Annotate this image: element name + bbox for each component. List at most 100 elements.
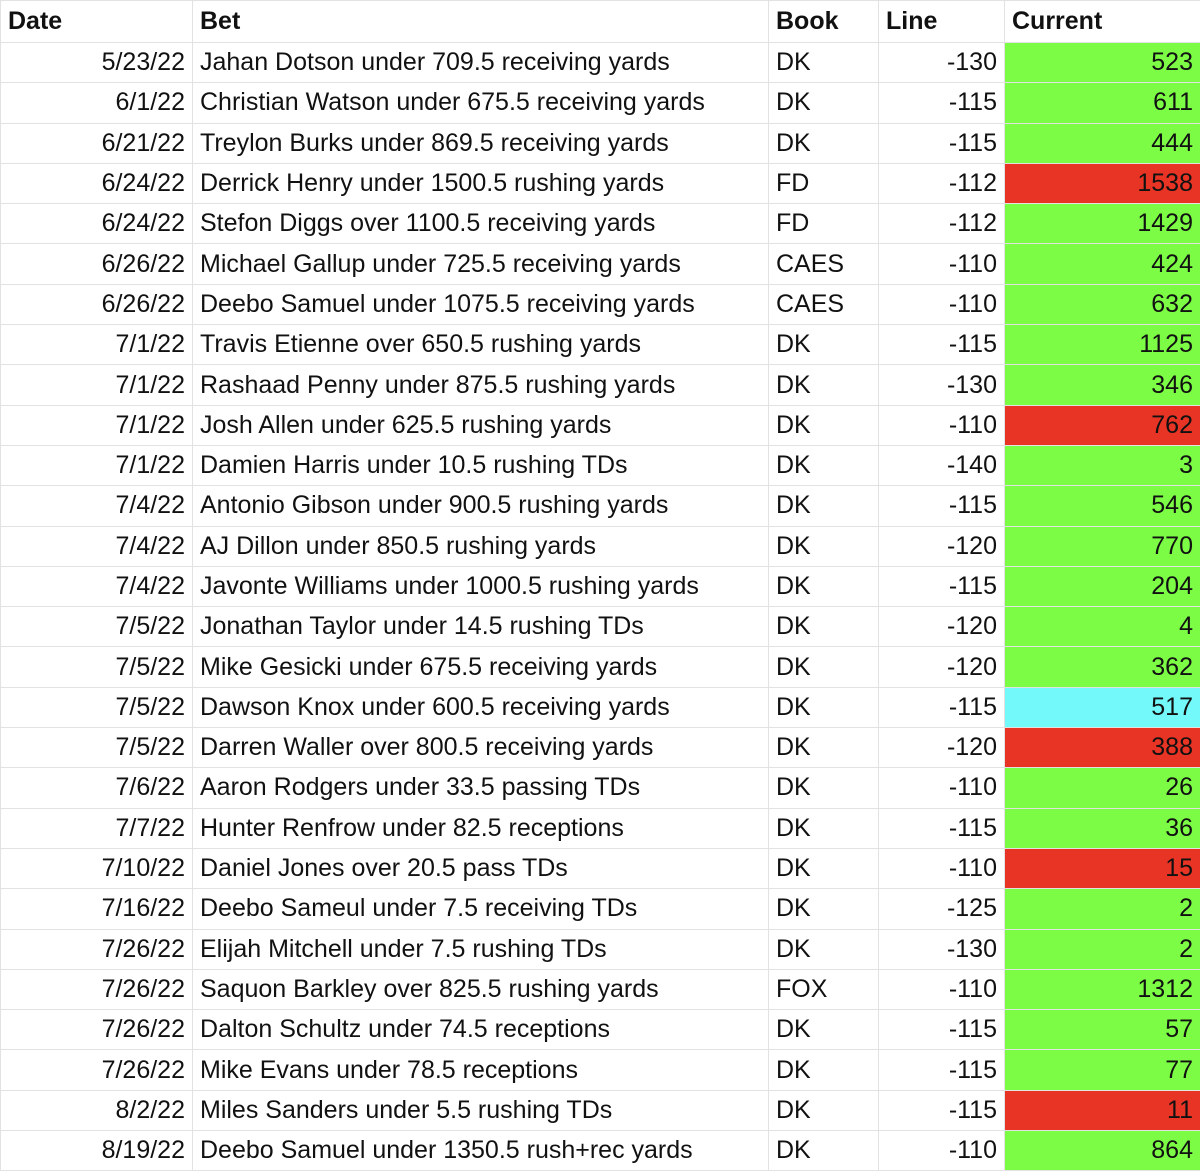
date-cell[interactable]: 7/6/22 [0,767,193,809]
header-date[interactable]: Date [0,0,193,43]
book-cell[interactable]: DK [768,324,879,366]
bet-cell[interactable]: Mike Gesicki under 675.5 receiving yards [192,646,769,688]
current-cell[interactable]: 388 [1004,727,1200,769]
book-cell[interactable]: DK [768,646,879,688]
current-cell[interactable]: 1125 [1004,324,1200,366]
date-cell[interactable]: 7/26/22 [0,1049,193,1091]
current-cell[interactable]: 1538 [1004,162,1200,205]
current-cell[interactable]: 770 [1004,525,1200,567]
bet-cell[interactable]: Michael Gallup under 725.5 receiving yar… [192,243,769,285]
header-book[interactable]: Book [768,0,879,43]
book-cell[interactable]: DK [768,485,879,527]
bet-cell[interactable]: Stefon Diggs over 1100.5 receiving yards [192,203,769,245]
bet-cell[interactable]: Deebo Sameul under 7.5 receiving TDs [192,888,769,930]
bet-cell[interactable]: Christian Watson under 675.5 receiving y… [192,82,769,124]
date-cell[interactable]: 7/1/22 [0,404,193,446]
current-cell[interactable]: 2 [1004,928,1200,970]
current-cell[interactable]: 346 [1004,364,1200,406]
bet-cell[interactable]: Rashaad Penny under 875.5 rushing yards [192,364,769,406]
date-cell[interactable]: 7/1/22 [0,444,193,487]
date-cell[interactable]: 7/5/22 [0,606,193,648]
date-cell[interactable]: 7/10/22 [0,847,193,890]
date-cell[interactable]: 8/19/22 [0,1130,193,1172]
line-cell[interactable]: -115 [878,686,1005,729]
current-cell[interactable]: 11 [1004,1089,1200,1132]
line-cell[interactable]: -120 [878,646,1005,688]
book-cell[interactable]: DK [768,1130,879,1172]
bet-cell[interactable]: Deebo Samuel under 1075.5 receiving yard… [192,283,769,326]
current-cell[interactable]: 444 [1004,122,1200,164]
book-cell[interactable]: DK [768,807,879,849]
current-cell[interactable]: 611 [1004,82,1200,124]
bet-cell[interactable]: Derrick Henry under 1500.5 rushing yards [192,162,769,205]
bet-cell[interactable]: Jahan Dotson under 709.5 receiving yards [192,41,769,84]
line-cell[interactable]: -115 [878,565,1005,608]
line-cell[interactable]: -130 [878,364,1005,406]
book-cell[interactable]: FOX [768,968,879,1011]
bet-cell[interactable]: Antonio Gibson under 900.5 rushing yards [192,485,769,527]
current-cell[interactable]: 546 [1004,485,1200,527]
line-cell[interactable]: -130 [878,928,1005,970]
date-cell[interactable]: 7/16/22 [0,888,193,930]
bet-cell[interactable]: AJ Dillon under 850.5 rushing yards [192,525,769,567]
current-cell[interactable]: 517 [1004,686,1200,729]
line-cell[interactable]: -110 [878,847,1005,890]
line-cell[interactable]: -115 [878,1049,1005,1091]
current-cell[interactable]: 864 [1004,1130,1200,1172]
current-cell[interactable]: 424 [1004,243,1200,285]
line-cell[interactable]: -110 [878,767,1005,809]
bet-cell[interactable]: Elijah Mitchell under 7.5 rushing TDs [192,928,769,970]
header-current[interactable]: Current [1004,0,1200,43]
line-cell[interactable]: -112 [878,162,1005,205]
header-line[interactable]: Line [878,0,1005,43]
current-cell[interactable]: 36 [1004,807,1200,849]
line-cell[interactable]: -125 [878,888,1005,930]
line-cell[interactable]: -120 [878,606,1005,648]
line-cell[interactable]: -115 [878,485,1005,527]
bet-cell[interactable]: Treylon Burks under 869.5 receiving yard… [192,122,769,164]
date-cell[interactable]: 6/1/22 [0,82,193,124]
line-cell[interactable]: -140 [878,444,1005,487]
book-cell[interactable]: DK [768,41,879,84]
current-cell[interactable]: 632 [1004,283,1200,326]
line-cell[interactable]: -120 [878,727,1005,769]
current-cell[interactable]: 1429 [1004,203,1200,245]
line-cell[interactable]: -120 [878,525,1005,567]
bet-cell[interactable]: Daniel Jones over 20.5 pass TDs [192,847,769,890]
book-cell[interactable]: CAES [768,283,879,326]
date-cell[interactable]: 7/26/22 [0,1009,193,1051]
line-cell[interactable]: -110 [878,283,1005,326]
book-cell[interactable]: DK [768,888,879,930]
book-cell[interactable]: DK [768,1049,879,1091]
line-cell[interactable]: -112 [878,203,1005,245]
bet-cell[interactable]: Dawson Knox under 600.5 receiving yards [192,686,769,729]
book-cell[interactable]: DK [768,122,879,164]
current-cell[interactable]: 57 [1004,1009,1200,1051]
current-cell[interactable]: 2 [1004,888,1200,930]
book-cell[interactable]: DK [768,565,879,608]
book-cell[interactable]: DK [768,767,879,809]
line-cell[interactable]: -115 [878,1089,1005,1132]
date-cell[interactable]: 7/4/22 [0,565,193,608]
line-cell[interactable]: -110 [878,404,1005,446]
header-bet[interactable]: Bet [192,0,769,43]
date-cell[interactable]: 6/26/22 [0,243,193,285]
date-cell[interactable]: 7/4/22 [0,525,193,567]
date-cell[interactable]: 7/26/22 [0,968,193,1011]
line-cell[interactable]: -115 [878,324,1005,366]
bet-cell[interactable]: Aaron Rodgers under 33.5 passing TDs [192,767,769,809]
date-cell[interactable]: 7/5/22 [0,646,193,688]
line-cell[interactable]: -110 [878,1130,1005,1172]
book-cell[interactable]: CAES [768,243,879,285]
date-cell[interactable]: 6/26/22 [0,283,193,326]
date-cell[interactable]: 7/7/22 [0,807,193,849]
current-cell[interactable]: 26 [1004,767,1200,809]
bet-cell[interactable]: Hunter Renfrow under 82.5 receptions [192,807,769,849]
bet-cell[interactable]: Saquon Barkley over 825.5 rushing yards [192,968,769,1011]
bet-cell[interactable]: Josh Allen under 625.5 rushing yards [192,404,769,446]
book-cell[interactable]: FD [768,162,879,205]
line-cell[interactable]: -110 [878,968,1005,1011]
book-cell[interactable]: DK [768,847,879,890]
line-cell[interactable]: -115 [878,807,1005,849]
line-cell[interactable]: -115 [878,122,1005,164]
